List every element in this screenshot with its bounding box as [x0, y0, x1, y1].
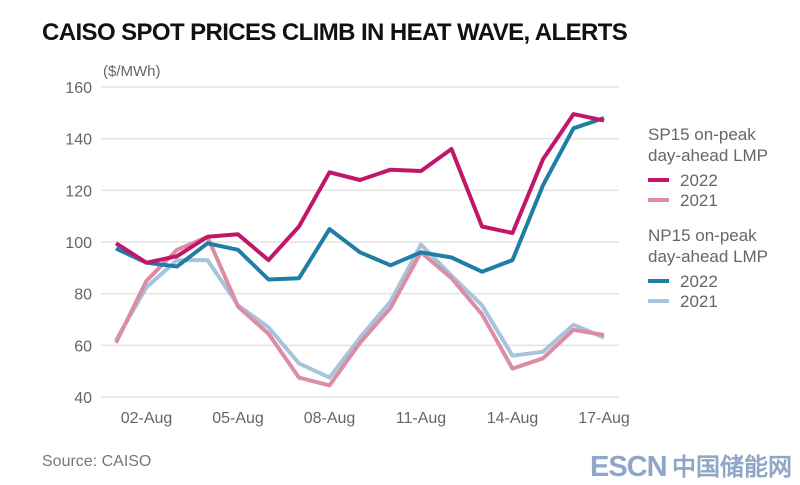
chart-title: CAISO SPOT PRICES CLIMB IN HEAT WAVE, AL… [42, 19, 628, 46]
y-tick-label: 60 [74, 338, 92, 355]
watermark-logo: ESCN 中国储能网 [590, 451, 792, 483]
source-note: Source: CAISO [42, 453, 151, 470]
y-tick-label: 140 [65, 132, 92, 149]
watermark-latin: ESCN [590, 451, 667, 483]
legend-label-sp15-2021: 2021 [680, 191, 718, 210]
watermark-chinese: 中国储能网 [672, 453, 792, 481]
y-axis-unit-label: ($/MWh) [103, 63, 161, 80]
x-tick-label: 14-Aug [487, 410, 539, 427]
y-tick-label: 100 [65, 235, 92, 252]
legend-label-sp15-2022: 2022 [680, 171, 718, 190]
series-line-np15-on-peak-day-ahead-lmp-2022 [115, 116, 605, 282]
x-tick-label: 02-Aug [121, 410, 173, 427]
y-tick-label: 160 [65, 80, 92, 97]
series-line-np15-on-peak-day-ahead-lmp-2021 [114, 242, 605, 380]
legend-group-sp15-title-line1: SP15 on-peak [648, 125, 756, 144]
gridlines [101, 86, 619, 398]
x-tick-label: 05-Aug [212, 410, 264, 427]
y-tick-label: 40 [74, 390, 92, 407]
legend: SP15 on-peak day-ahead LMP 2022 2021 NP1… [648, 125, 768, 311]
y-tick-label: 80 [74, 287, 92, 304]
series-lines [114, 112, 605, 388]
x-tick-label: 08-Aug [304, 410, 356, 427]
x-tick-label: 11-Aug [396, 410, 446, 427]
series-line-sp15-on-peak-day-ahead-lmp-2022 [114, 112, 605, 265]
x-tick-label: 17-Aug [578, 410, 630, 427]
y-axis-ticks: 40 60 80 100 120 140 160 [65, 80, 92, 407]
y-tick-label: 120 [65, 183, 92, 200]
legend-label-np15-2021: 2021 [680, 292, 718, 311]
legend-group-np15-title-line1: NP15 on-peak [648, 226, 757, 245]
legend-group-np15-title-line2: day-ahead LMP [648, 247, 768, 266]
x-axis-ticks: 02-Aug 05-Aug 08-Aug 11-Aug 14-Aug 17-Aug [121, 410, 630, 427]
legend-label-np15-2022: 2022 [680, 272, 718, 291]
legend-group-sp15-title-line2: day-ahead LMP [648, 146, 768, 165]
